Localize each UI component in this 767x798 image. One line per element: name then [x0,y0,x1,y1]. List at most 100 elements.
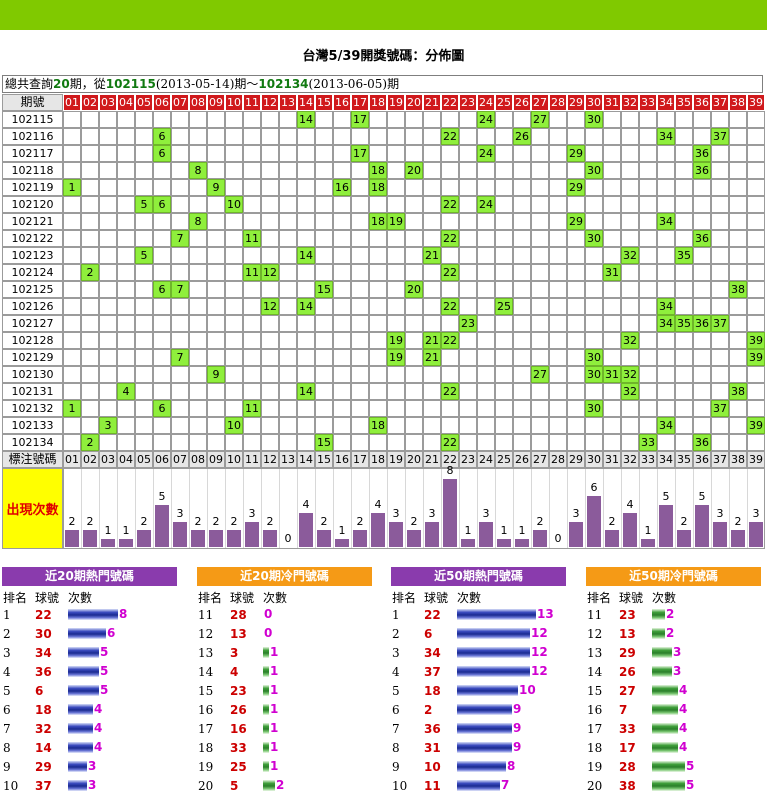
grid-cell [171,111,189,128]
frequency-column-divider [189,469,190,548]
frequency-column-divider [693,469,694,548]
grid-cell [315,349,333,366]
grid-cell [207,349,225,366]
frequency-column-divider [153,469,154,548]
grid-cell [549,315,567,332]
grid-cell [405,383,423,400]
grid-cell [585,196,603,213]
rank-value: 5 [392,684,400,698]
grid-cell [207,417,225,434]
frequency-value: 2 [212,515,220,528]
grid-cell [585,145,603,162]
frequency-value: 6 [590,481,598,494]
frequency-column-divider [729,469,730,548]
ball-number: 28 [230,608,247,622]
grid-cell [423,230,441,247]
grid-cell [81,281,99,298]
frequency-bar [443,479,457,547]
grid-cell [639,332,657,349]
ball-number: 22 [35,608,52,622]
grid-cell [333,247,351,264]
rank-value: 4 [3,665,11,679]
count-value: 12 [531,664,548,678]
grid-cell [747,230,765,247]
count-bar [263,704,269,715]
grid-cell [729,111,747,128]
grid-cell [495,332,513,349]
grid-cell [549,383,567,400]
hit-cell: 29 [567,179,585,196]
frequency-value: 2 [140,515,148,528]
ranking-row: 2 30 6 [2,624,177,643]
grid-cell [495,230,513,247]
grid-cell [477,281,495,298]
frequency-bar [623,513,637,547]
grid-cell [369,230,387,247]
query-summary: 總共查詢20期，從102115(2013-05-14)期～102134(2013… [2,75,763,93]
hit-cell: 36 [693,434,711,451]
period-cell: 102132 [2,400,63,417]
ranking-row: 20 38 5 [586,776,761,795]
number-header-10: 10 [225,94,243,111]
grid-cell [81,128,99,145]
grid-cell [405,298,423,315]
grid-cell [63,264,81,281]
grid-cell [423,315,441,332]
grid-cell [531,281,549,298]
grid-cell [405,111,423,128]
grid-cell [567,162,585,179]
grid-cell [207,400,225,417]
hit-cell: 22 [441,230,459,247]
grid-cell [63,213,81,230]
grid-cell [675,417,693,434]
hot-numbers-panel: 近50期熱門號碼 排名 球號 次數 1 22 13 2 6 12 3 34 12 4 37 12 5 18 10 6 2… [391,567,566,795]
grid-cell [207,145,225,162]
grid-cell [639,366,657,383]
grid-cell [261,366,279,383]
grid-cell [279,434,297,451]
grid-cell [261,128,279,145]
grid-cell [117,281,135,298]
grid-cell [81,383,99,400]
grid-cell [225,179,243,196]
grid-cell [639,247,657,264]
hit-cell: 36 [693,230,711,247]
rank-header: 排名 [587,591,612,605]
marker-number-12: 12 [261,451,279,468]
hit-cell: 30 [585,349,603,366]
count-bar [263,723,269,734]
frequency-column-divider [81,469,82,548]
grid-cell [117,315,135,332]
rank-value: 19 [587,760,603,774]
page-title: 台灣5/39開獎號碼：分佈圖 [302,49,465,64]
ball-number: 13 [230,627,247,641]
summary-to-date: (2013-06-05) [308,77,388,91]
ranking-row: 19 25 1 [197,757,372,776]
number-header-28: 28 [549,94,567,111]
grid-cell [315,213,333,230]
grid-cell [729,179,747,196]
frequency-bar [389,521,403,547]
grid-cell [387,196,405,213]
grid-cell [225,366,243,383]
grid-cell [207,128,225,145]
panel-title: 近50期冷門號碼 [586,567,761,586]
grid-cell [477,213,495,230]
grid-cell [333,332,351,349]
grid-cell [711,434,729,451]
grid-cell [135,332,153,349]
ball-number: 25 [230,760,247,774]
grid-cell [621,196,639,213]
grid-cell [531,247,549,264]
grid-cell [189,434,207,451]
grid-cell [729,196,747,213]
grid-cell [747,298,765,315]
frequency-value: 1 [464,523,472,537]
grid-cell [225,213,243,230]
grid-cell [189,145,207,162]
grid-cell [81,162,99,179]
grid-cell [81,349,99,366]
grid-cell [603,315,621,332]
hit-cell: 35 [675,315,693,332]
panel-title: 近50期熱門號碼 [391,567,566,586]
